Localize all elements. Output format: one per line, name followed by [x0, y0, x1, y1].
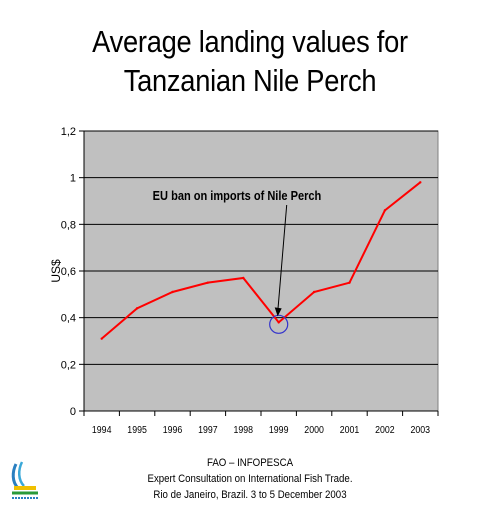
annotation-circle	[269, 314, 289, 334]
x-tick-label: 1999	[269, 423, 289, 435]
series-line	[101, 181, 421, 340]
y-tick-label: 0,6	[61, 266, 76, 278]
footer-line-3: Rio de Janeiro, Brazil. 3 to 5 December …	[153, 489, 347, 501]
data-point	[242, 276, 245, 280]
chart-title-line-1: Average landing values for	[92, 24, 408, 59]
line-chart: 0 0,2 0,4 0,6 0,8 1 1,2 1994 1995 1996 1997 1998 199…	[49, 126, 439, 435]
x-tick-label: 2003	[411, 423, 431, 435]
x-tick-label: 2001	[340, 423, 360, 435]
footer: FAO – INFOPESCA Expert Consultation on I…	[30, 455, 470, 503]
y-tick-label: 0,8	[61, 219, 76, 231]
annotation-arrowhead	[274, 307, 282, 317]
annotation-label: EU ban on imports of Nile Perch	[153, 188, 322, 203]
annotation-arrow-line	[277, 204, 288, 313]
data-point	[135, 307, 139, 310]
chart-title-line-2: Tanzanian Nile Perch	[123, 63, 377, 98]
x-tick-label: 2002	[375, 423, 395, 435]
footer-line-2: Expert Consultation on International Fis…	[147, 473, 353, 485]
y-tick-label: 0,4	[61, 313, 76, 325]
x-tick-label: 1996	[163, 423, 183, 435]
y-tick-label: 1,2	[61, 126, 76, 138]
data-point	[171, 290, 174, 294]
footer-line-1: FAO – INFOPESCA	[206, 457, 294, 469]
data-point	[383, 209, 387, 212]
y-axis-label: US$	[49, 259, 63, 283]
data-point	[277, 321, 280, 324]
x-tick-label: 2000	[304, 423, 324, 435]
y-tick-label: 1	[70, 173, 76, 185]
data-point	[419, 181, 422, 184]
x-tick-label: 1998	[234, 423, 254, 435]
data-point	[348, 281, 351, 284]
infopesca-logo	[11, 461, 38, 499]
y-tick-label: 0,2	[61, 359, 76, 371]
y-tick-label: 0	[70, 406, 76, 418]
chart-title: Average landing values for Tanzanian Nil…	[30, 22, 470, 100]
x-tick-label: 1995	[127, 423, 147, 435]
data-point	[312, 290, 316, 294]
x-tick-label: 1997	[198, 423, 218, 435]
data-point	[100, 337, 103, 340]
data-point	[206, 281, 210, 284]
x-tick-label: 1994	[92, 423, 112, 435]
